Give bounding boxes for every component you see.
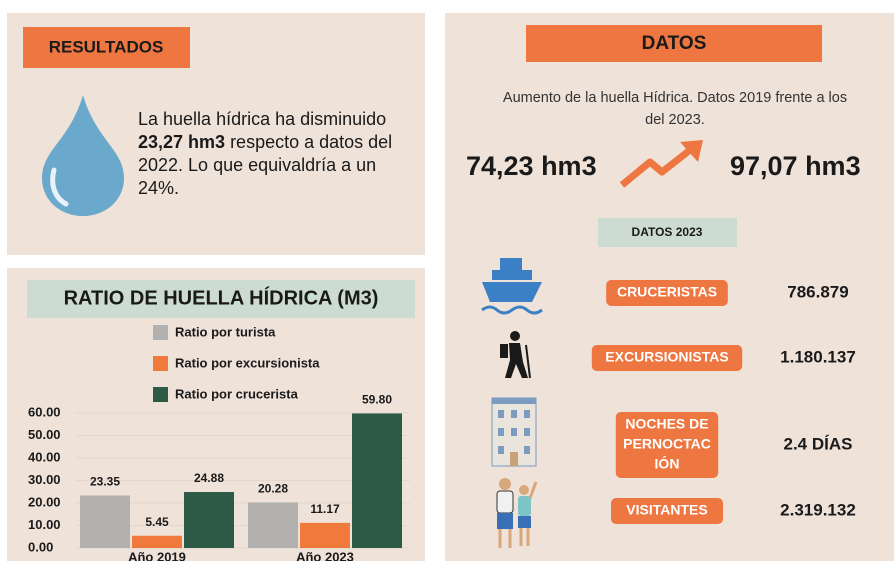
bar	[184, 492, 234, 548]
value-label: 23.35	[90, 475, 120, 489]
legend-label: Ratio por crucerista	[175, 386, 299, 401]
results-heading-box	[23, 27, 190, 68]
row-label: IÓN	[655, 455, 680, 472]
y-tick-label: 0.00	[28, 539, 53, 554]
legend-label: Ratio por turista	[175, 324, 276, 339]
datos-heading: DATOS	[642, 33, 707, 54]
from-value: 74,23 hm3	[466, 151, 597, 181]
label-box	[615, 412, 719, 478]
summary-text: respecto a datos del	[230, 132, 392, 152]
summary: La huella hídrica ha disminuido 23,27 hm…	[138, 109, 392, 198]
value-label: 5.45	[145, 515, 169, 529]
datos-subtitle: del 2023.	[645, 112, 705, 128]
label-box	[606, 280, 728, 306]
y-tick-label: 60.00	[28, 404, 61, 419]
x-tick-label: Año 2023	[296, 549, 354, 561]
value-label: 11.17	[310, 502, 340, 516]
summary-line: 2022. Lo que equivaldría a un	[138, 155, 376, 175]
visitors-icon	[496, 478, 538, 548]
x-tick-label: Año 2019	[128, 549, 186, 561]
row-label: EXCURSIONISTAS	[605, 349, 728, 365]
value-label: 24.88	[194, 471, 224, 485]
row-label: VISITANTES	[626, 502, 707, 518]
legend-label: Ratio por excursionista	[175, 355, 320, 370]
section-box	[598, 218, 737, 247]
row-value: 786.879	[787, 282, 848, 301]
y-tick-label: 40.00	[28, 449, 61, 464]
row-label: PERNOCTAC	[623, 436, 711, 452]
bar	[80, 495, 130, 548]
summary-line: 23,27 hm3 respecto a datos del	[138, 132, 392, 152]
datos-heading-box	[526, 25, 822, 62]
summary-highlight: 23,27 hm3	[138, 132, 225, 152]
results-heading: RESULTADOS	[49, 37, 164, 56]
summary-line: La huella hídrica ha disminuido	[138, 109, 386, 129]
row-value: 1.180.137	[780, 347, 856, 366]
drop-shine	[50, 167, 69, 207]
value-label: 59.80	[362, 393, 392, 407]
label-box	[611, 498, 723, 524]
drop-icon	[42, 95, 124, 216]
row-value: 2.319.132	[780, 500, 856, 519]
row-label: CRUCERISTAS	[617, 284, 717, 300]
trend-arrow	[619, 147, 693, 188]
ship-icon	[481, 258, 543, 315]
row-label: NOCHES DE	[625, 416, 708, 432]
legend-swatch	[153, 356, 168, 371]
y-tick-label: 20.00	[28, 494, 61, 509]
hiker-icon	[500, 331, 531, 379]
row-value: 2.4 DÍAS	[784, 434, 853, 453]
chart-title: RATIO DE HUELLA HÍDRICA (M3)	[64, 286, 379, 309]
y-tick-label: 30.00	[28, 472, 61, 487]
to-value: 97,07 hm3	[730, 151, 861, 181]
legend-swatch	[153, 325, 168, 340]
building-icon	[491, 397, 537, 467]
trend-arrowhead	[680, 140, 703, 162]
datos-subtitle: Aumento de la huella Hídrica. Datos 2019…	[503, 90, 847, 106]
legend-swatch	[153, 387, 168, 402]
bar	[248, 502, 298, 548]
bar	[132, 535, 182, 548]
bar	[352, 413, 402, 548]
y-tick-label: 10.00	[28, 517, 61, 532]
chart-title-box	[27, 280, 415, 318]
bar	[300, 522, 350, 548]
y-tick-label: 50.00	[28, 427, 61, 442]
value-label: 20.28	[258, 482, 288, 496]
summary-line: 24%.	[138, 178, 179, 198]
section-title: DATOS 2023	[632, 225, 703, 239]
label-box	[591, 345, 743, 371]
